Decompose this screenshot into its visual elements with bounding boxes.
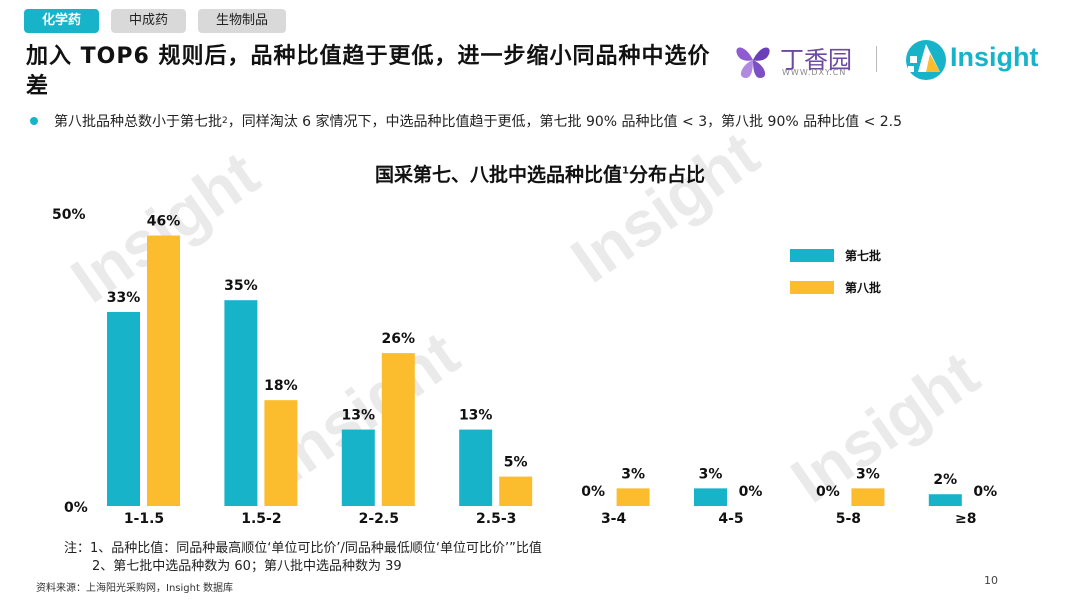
footnote-2: 2、第七批中选品种数为 60；第八批中选品种数为 39 [92,559,402,574]
bar-batch7 [694,488,727,506]
bar-batch7 [224,300,258,506]
dxy-url: WWW.DXY.CN [782,68,847,77]
chart-title: 国采第七、八批中选品种比值1分布占比 [375,164,705,186]
x-tick-label: 1.5-2 [241,511,281,527]
data-label: 3% [699,466,723,482]
bar-batch7 [459,429,493,506]
bullet-footnote-ref: 2 [222,116,228,126]
data-label: 0% [739,484,763,500]
bullet-text-pre: 第八批品种总数小于第七批 [54,114,222,130]
data-label: 13% [342,408,376,424]
tab-biologics[interactable]: 生物制品 [198,9,287,33]
insight-wordmark: Insight [950,42,1039,72]
data-label: 0% [581,484,605,500]
bar-batch7 [928,494,962,506]
bar-batch8 [381,353,415,506]
data-label: 26% [382,331,416,347]
bullet-dot [30,117,38,125]
x-tick-label: 2.5-3 [476,511,516,527]
bar-batch8 [264,400,298,506]
bar-batch7 [107,311,140,506]
insight-mark-icon [906,40,946,80]
logo-divider [876,46,877,72]
bar-batch8 [147,235,180,506]
page-number: 10 [984,574,998,587]
bullet-text-post: ，同样淘汰 6 家情况下，中选品种比值趋于更低，第七批 90% 品种比值 < 3… [227,114,903,130]
data-label: 3% [621,466,645,482]
data-label: 33% [107,290,141,306]
data-label: 0% [973,484,997,500]
legend-swatch [790,249,834,262]
data-label: 0% [816,484,840,500]
footnote-1: 注：1、品种比值：同品种最高顺位‘单位可比价’/同品种最低顺位‘单位可比价’”比… [64,541,542,556]
clove-flower-icon [736,47,770,78]
data-label: 46% [147,214,181,230]
bar-batch8 [499,476,533,506]
data-label: 18% [264,378,298,394]
bar-batch7 [341,429,375,506]
footnotes: 注：1、品种比值：同品种最高顺位‘单位可比价’/同品种最低顺位‘单位可比价’”比… [64,540,542,576]
data-label: 5% [504,455,528,471]
data-label: 35% [224,278,258,294]
insight-logo: Insight [904,38,1054,82]
x-tick-label: 5-8 [836,511,861,527]
legend-swatch [790,281,834,294]
y-tick-label: 0% [64,500,88,516]
source-note: 资料来源：上海阳光采购网，Insight 数据库 [36,583,234,594]
tab-chemical-drugs[interactable]: 化学药 [24,9,100,33]
legend-label: 第八批 [845,280,881,295]
page-title: 加入 TOP6 规则后，品种比值趋于更低，进一步缩小同品种中选价差 [26,44,711,99]
data-label: 13% [459,408,493,424]
legend-label: 第七批 [845,248,881,263]
bar-batch8 [616,488,650,506]
dxy-name: 丁香园 [780,46,852,74]
dxy-logo: 丁香园 WWW.DXY.CN [730,38,860,82]
data-label: 2% [933,472,957,488]
tab-chinese-patent-medicine[interactable]: 中成药 [111,9,187,33]
category-tabs: 化学药 中成药 生物制品 [24,9,287,33]
bar-batch8 [851,488,885,506]
x-tick-label: 4-5 [718,511,743,527]
y-tick-label: 50% [52,207,86,223]
x-tick-label: 1-1.5 [124,511,164,527]
x-tick-label: 3-4 [601,511,627,527]
data-label: 3% [856,466,880,482]
x-tick-label: 2-2.5 [359,511,399,527]
summary-bullet: 第八批品种总数小于第七批 2 ，同样淘汰 6 家情况下，中选品种比值趋于更低，第七批… [30,111,902,131]
x-tick-label: ≥8 [955,511,976,527]
